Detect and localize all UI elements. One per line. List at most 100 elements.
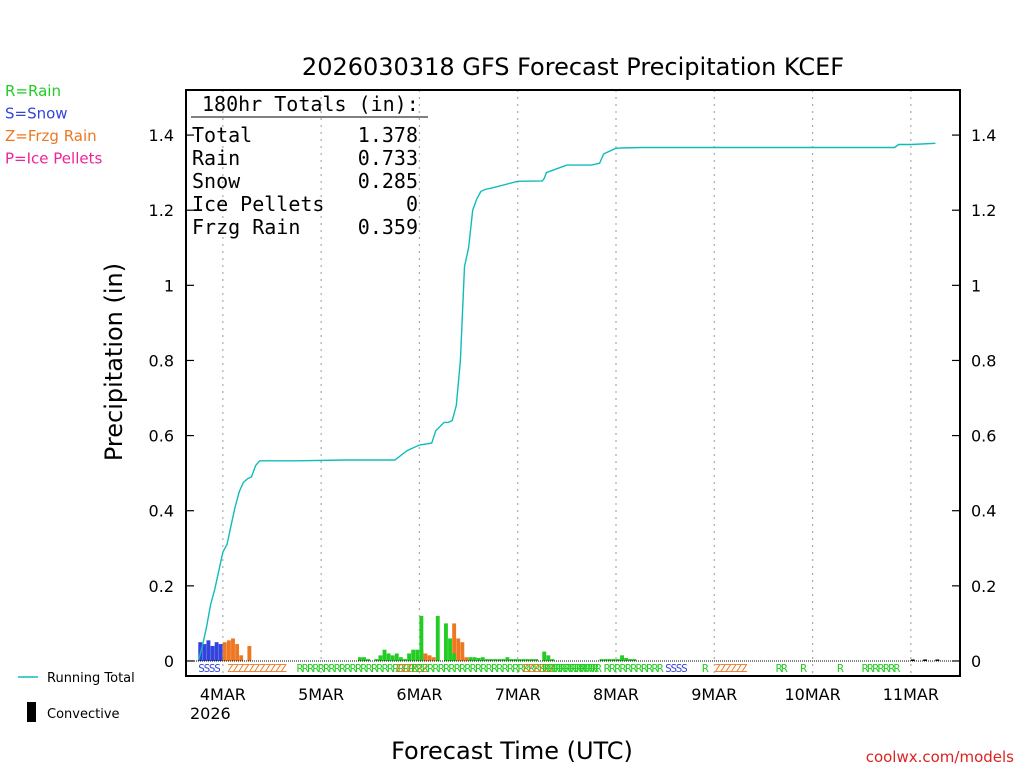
running-total-line (197, 142, 936, 662)
bar-rain (366, 659, 371, 661)
y-tick-label-left: 0.2 (149, 577, 174, 596)
totals-label: Total (192, 123, 252, 147)
bar-rain (628, 659, 633, 661)
bar-snow (206, 640, 211, 661)
totals-label: Snow (192, 169, 241, 193)
totals-rows: Total 1.378 Rain 0.733 Snow 0.285 Ice Pellets 0… (192, 123, 418, 239)
bar-frzg-rain (247, 645, 252, 661)
x-tick-label: 8MAR (593, 685, 639, 704)
y-tick-label-left: 0.8 (149, 351, 174, 370)
totals-value: 0 (406, 192, 418, 216)
bar-rain (611, 659, 616, 661)
bar-snow (218, 644, 223, 661)
bar-rain (517, 659, 522, 661)
convective-swatch (27, 702, 36, 722)
bar-rain (632, 659, 637, 661)
bar-frzg-rain (456, 638, 461, 661)
y-tick-label-right: 0.4 (971, 502, 996, 521)
x-tick-label: 6MAR (396, 685, 442, 704)
y-tick-label-left: 1 (164, 276, 174, 295)
y-tick-label-right: 0.2 (971, 577, 996, 596)
bar-frzg-rain (452, 623, 457, 661)
bar-rain (435, 615, 440, 661)
bar-rain (394, 653, 399, 661)
x-tick-label: 7MAR (495, 685, 541, 704)
bar-rain (444, 623, 448, 661)
bar-rain (390, 655, 395, 661)
bar-rain (448, 638, 452, 661)
bar-frzg-rain (423, 653, 428, 661)
type-strip-segment: R (800, 662, 807, 675)
y-axis-left: 0 0.2 0.4 0.6 0.8 1 1.2 1.4 (149, 126, 194, 671)
bar-rain (620, 655, 624, 661)
totals-value: 1.378 (358, 123, 418, 147)
y-tick-label-right: 0.6 (971, 427, 996, 446)
bar-frzg-rain (464, 657, 469, 661)
bar-rain (398, 657, 403, 661)
bar-frzg-rain (235, 644, 240, 661)
watermark: coolwx.com/models (866, 748, 1014, 766)
totals-value: 0.733 (358, 146, 418, 170)
bar-rain (419, 615, 424, 661)
bar-frzg-rain (226, 640, 231, 661)
bar-rain (489, 659, 493, 661)
x-tick-label: 11MAR (883, 685, 939, 704)
legend-type-label: S=Snow (5, 105, 68, 123)
legend-type-label: Z=Frzg Rain (5, 127, 97, 145)
type-strip-segment: SSSS (198, 662, 220, 675)
bar-rain (472, 657, 477, 661)
bar-rain (513, 659, 518, 661)
bar-rain (452, 653, 457, 661)
bar-rain (525, 659, 530, 661)
y-tick-label-right: 1 (971, 276, 981, 295)
bar-rain (415, 649, 420, 661)
chart-title: 2026030318 GFS Forecast Precipitation KC… (302, 53, 844, 81)
bar-rain (362, 657, 366, 661)
bar-rain (407, 653, 412, 661)
type-strip-segment: RRRR (579, 662, 602, 675)
totals-label: Ice Pellets (192, 192, 324, 216)
bar-snow (214, 642, 219, 661)
y-tick-label-right: 1.4 (971, 126, 996, 145)
type-strip-segment: RR (776, 662, 788, 675)
bar-rain (386, 653, 391, 661)
type-strip-segment: RRRRRRRRRRRRRRRRRRRRRR (297, 662, 416, 675)
y-tick-label-left: 0.4 (149, 502, 174, 521)
y-axis-right: 0 0.2 0.4 0.6 0.8 1 1.2 1.4 (952, 126, 996, 671)
x-tick-label: 4MAR (200, 685, 246, 704)
totals-value: 0.359 (358, 215, 418, 239)
x-axis: 4MAR 5MAR 6MAR 7MAR 8MAR 9MAR 10MAR 11MAR (200, 685, 939, 704)
type-strip-segment: RRRRRRRRRRRRRRRRRRRRRRRRRRRRRRRRRRR (411, 662, 599, 675)
type-strip-segment: RRRRRRRRRRR (604, 662, 664, 675)
bar-rain (599, 659, 604, 661)
bar-frzg-rain (427, 655, 432, 661)
x-tick-label: 5MAR (298, 685, 344, 704)
bar-rain (358, 657, 362, 661)
bar-rain (624, 657, 629, 661)
type-strip-segment: R (837, 662, 844, 675)
totals-value: 0.285 (358, 169, 418, 193)
legend: R=Rain S=Snow Z=Frzg Rain P=Ice Pellets Run… (5, 82, 135, 722)
running-total-label: Running Total (47, 671, 135, 686)
y-tick-label-right: 0 (971, 652, 981, 671)
bar-snow (202, 644, 207, 661)
convective-label: Convective (47, 707, 120, 722)
bar-rain (509, 659, 514, 661)
bar-rain (382, 649, 387, 661)
y-tick-label-left: 0.6 (149, 427, 174, 446)
y-tick-label-left: 0 (164, 652, 174, 671)
bar-rain (521, 659, 526, 661)
plot-frame (185, 89, 961, 677)
legend-type-label: R=Rain (5, 82, 61, 100)
totals-box: 180hr Totals (in): Total 1.378 Rain 0.733 Sn… (191, 92, 428, 239)
type-strip-segment: RRRRRRRR (542, 662, 586, 675)
y-axis-label: Precipitation (in) (100, 263, 128, 461)
y-tick-label-left: 1.4 (149, 126, 174, 145)
bar-rain (497, 659, 502, 661)
totals-label: Frzg Rain (192, 215, 300, 239)
bar-frzg-rain (239, 655, 244, 661)
bar-convective (935, 659, 940, 661)
bar-rain (550, 659, 555, 661)
bar-frzg-rain (222, 642, 227, 661)
precip-type-legend: R=Rain S=Snow Z=Frzg Rain P=Ice Pellets (5, 82, 102, 168)
